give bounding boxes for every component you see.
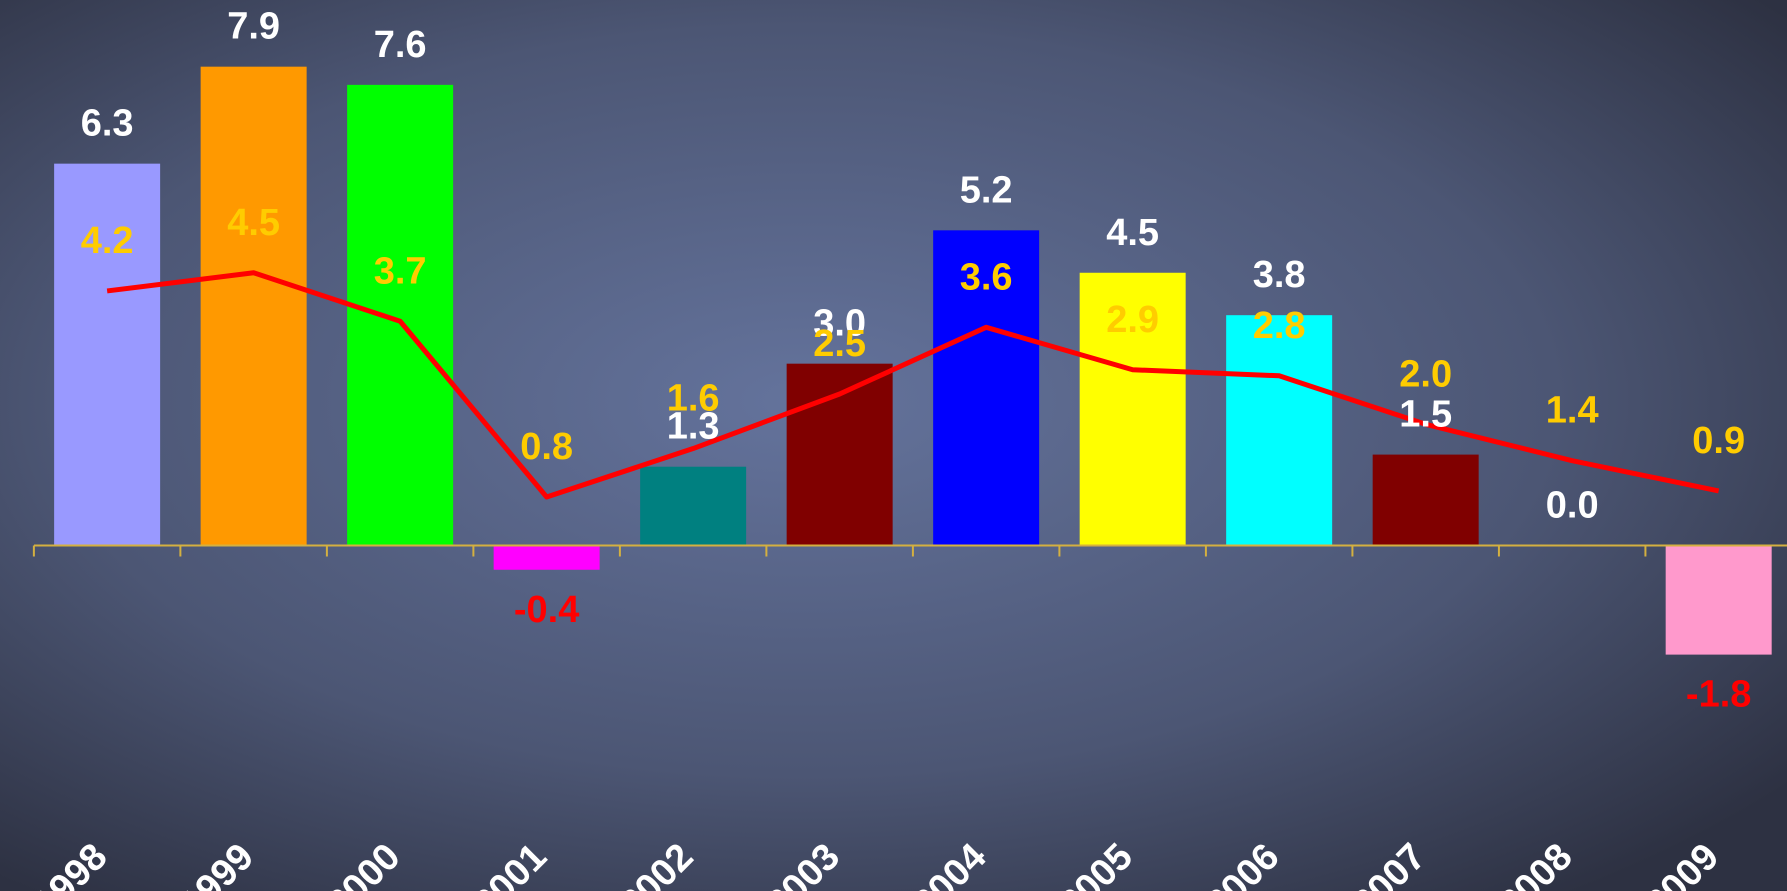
bar (1079, 272, 1186, 546)
bar (786, 363, 893, 546)
line-value-label: 2.8 (1253, 305, 1306, 347)
bar (1372, 454, 1479, 546)
bar-value-label: 7.6 (374, 24, 427, 66)
bar-value-label: -1.8 (1686, 674, 1751, 716)
bar-value-label: 3.8 (1253, 254, 1306, 296)
line-value-label: 1.4 (1546, 390, 1599, 432)
line-value-label: 0.8 (520, 426, 573, 468)
line-value-label: 4.5 (227, 202, 280, 244)
bar (347, 84, 454, 546)
line-value-label: 4.2 (81, 220, 134, 262)
line-value-label: 2.5 (813, 323, 866, 365)
bar (200, 66, 307, 546)
bar (933, 230, 1040, 546)
bar-value-label: 4.5 (1106, 212, 1159, 254)
bar-value-label: 1.5 (1399, 394, 1452, 436)
line-value-label: 3.6 (960, 256, 1013, 298)
bar-value-label: 6.3 (81, 103, 134, 145)
bar-value-label: 3.0 (813, 303, 866, 345)
line-value-label: 1.6 (667, 378, 720, 420)
line-value-label: 2.9 (1106, 299, 1159, 341)
bar-value-label: -0.4 (514, 589, 579, 631)
bar (1665, 545, 1772, 655)
bar (54, 163, 161, 546)
bar-value-label: 7.9 (227, 6, 280, 48)
bar (493, 545, 600, 570)
bar-value-label: 5.2 (960, 169, 1013, 211)
bar-value-label: 1.3 (667, 406, 720, 448)
bar-value-label: 0.0 (1546, 485, 1599, 527)
line (106, 270, 1720, 500)
bar (1226, 315, 1333, 546)
bar (640, 466, 747, 546)
line-value-label: 0.9 (1692, 420, 1745, 462)
line-value-label: 3.7 (374, 250, 427, 292)
line-value-label: 2.0 (1399, 353, 1452, 395)
